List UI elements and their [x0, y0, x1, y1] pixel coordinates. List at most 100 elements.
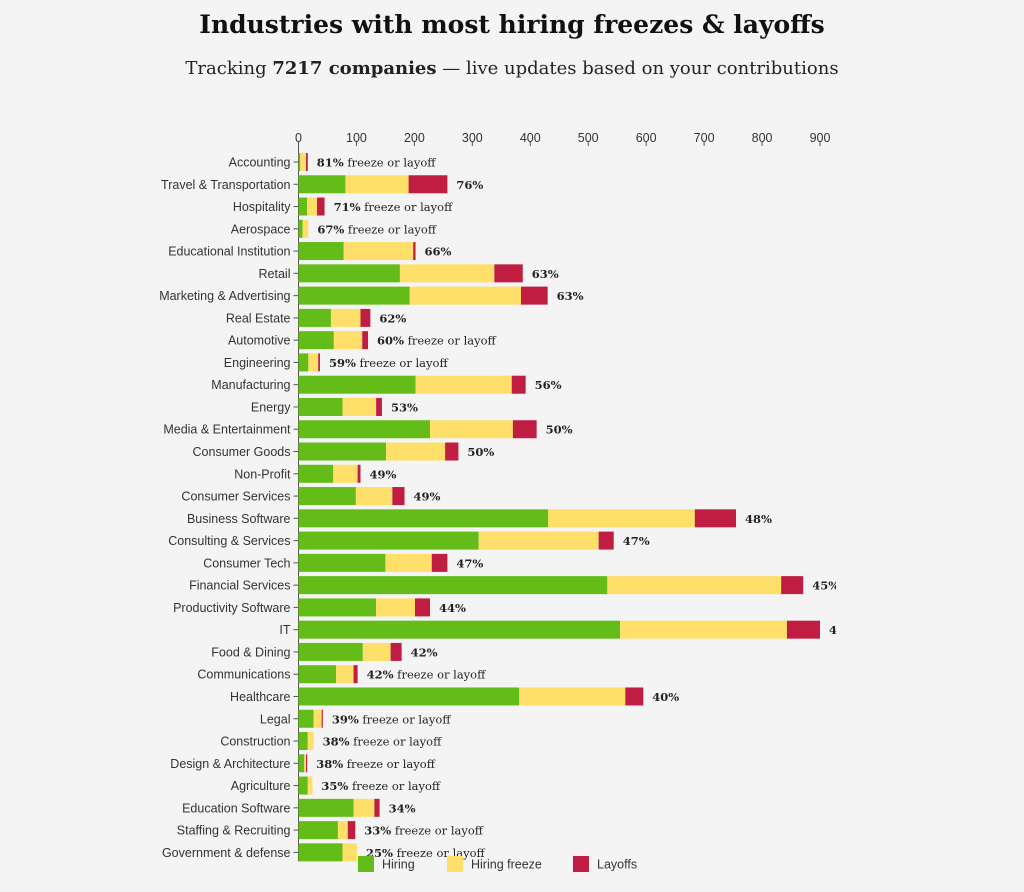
data-label: 76% [456, 178, 483, 192]
category-label: Design & Architecture [170, 757, 290, 771]
data-label: 38% freeze or layoff [316, 757, 436, 771]
bar-layoffs [306, 153, 308, 171]
x-tick-label: 600 [636, 131, 657, 145]
data-label: 40% [652, 690, 679, 704]
bar-layoffs [625, 687, 644, 706]
legend-label: Hiring [382, 858, 415, 872]
data-label: 71% freeze or layoff [334, 200, 454, 214]
category-label: Business Software [187, 512, 291, 526]
bar-hiring [298, 843, 343, 862]
bar-layoffs [431, 553, 448, 572]
category-label: Financial Services [189, 579, 290, 593]
bar-hiring [298, 242, 344, 261]
category-label: Travel & Transportation [161, 178, 291, 192]
category-label: Real Estate [226, 311, 291, 325]
bar-hiring [298, 286, 410, 305]
x-tick-label: 500 [578, 131, 599, 145]
category-label: Accounting [229, 156, 291, 170]
bar-hiring [298, 397, 343, 416]
bar-hiring [298, 509, 549, 528]
category-label: Energy [251, 400, 291, 414]
bar-hiring [298, 442, 386, 461]
bar-hiring-freeze [355, 487, 393, 506]
bar-hiring [298, 665, 337, 684]
data-label: 47% [623, 534, 650, 548]
x-tick-label: 400 [520, 131, 541, 145]
data-label: 44% [439, 601, 466, 615]
category-label: Manufacturing [211, 378, 290, 392]
bar-layoffs [414, 598, 431, 617]
data-label: 45% [812, 579, 839, 593]
bar-layoffs [360, 308, 371, 327]
bar-layoffs [413, 242, 416, 261]
bar-hiring-freeze [385, 442, 446, 461]
x-tick-label: 200 [404, 131, 425, 145]
bar-hiring-freeze [409, 286, 522, 305]
bar-hiring [298, 776, 308, 795]
x-tick-label: 700 [694, 131, 715, 145]
category-label: Construction [220, 735, 290, 749]
bar-hiring [298, 754, 305, 773]
bar-hiring-freeze [313, 709, 322, 728]
data-label: 48% [745, 512, 772, 526]
category-label: Agriculture [231, 779, 291, 793]
legend-label: Layoffs [597, 858, 637, 872]
bar-hiring-freeze [607, 576, 782, 595]
category-label: Staffing & Recruiting [177, 824, 291, 838]
bar-layoffs [511, 375, 526, 394]
data-label: 60% freeze or layoff [377, 334, 497, 348]
data-label: 47% [456, 556, 483, 570]
bar-layoffs [781, 576, 804, 595]
bar-hiring-freeze [336, 665, 354, 684]
bar-hiring-freeze [308, 353, 319, 372]
data-label: 63% [532, 267, 559, 281]
subtitle-prefix: Tracking [185, 58, 273, 79]
bar-layoffs [353, 665, 358, 684]
category-label: Media & Entertainment [163, 423, 291, 437]
bar-hiring-freeze [330, 308, 361, 327]
bar-hiring-freeze [307, 197, 318, 216]
bar-hiring [298, 598, 377, 617]
bar-hiring-freeze [342, 397, 377, 416]
category-label: Productivity Software [173, 601, 290, 615]
bar-hiring [298, 687, 520, 706]
bar-layoffs [445, 442, 459, 461]
category-label: Hospitality [233, 200, 291, 214]
legend-swatch [573, 856, 589, 872]
category-label: Food & Dining [211, 645, 290, 659]
bar-hiring-freeze [415, 375, 512, 394]
data-label: 63% [557, 289, 584, 303]
data-label: 38% freeze or layoff [323, 735, 443, 749]
data-label: 50% [467, 445, 494, 459]
category-label: IT [279, 623, 290, 637]
data-label: 67% freeze or layoff [317, 222, 437, 236]
bar-hiring [298, 264, 400, 283]
bar-hiring-freeze [353, 798, 375, 817]
bar-layoffs [306, 754, 308, 773]
bar-layoffs [362, 331, 369, 350]
bar-hiring [298, 642, 363, 661]
bar-layoffs [347, 821, 356, 840]
category-label: Non-Profit [234, 467, 291, 481]
category-label: Government & defense [162, 846, 291, 860]
bar-hiring-freeze [343, 242, 414, 261]
bar-hiring-freeze [307, 732, 314, 751]
bar-hiring-freeze [307, 776, 313, 795]
bar-hiring [298, 331, 334, 350]
bar-hiring [298, 308, 331, 327]
bar-hiring-freeze [300, 153, 307, 171]
x-tick-label: 300 [462, 131, 483, 145]
bar-hiring-freeze [304, 754, 307, 773]
bar-hiring-freeze [478, 531, 599, 550]
category-label: Aerospace [231, 222, 291, 236]
bar-layoffs [321, 709, 323, 728]
category-label: Automotive [228, 334, 291, 348]
data-label: 59% freeze or layoff [329, 356, 449, 370]
data-label: 39% freeze or layoff [332, 712, 452, 726]
bar-layoffs [376, 397, 382, 416]
bar-hiring [298, 464, 334, 483]
bar-hiring [298, 576, 608, 595]
bar-hiring [298, 531, 479, 550]
bar-hiring-freeze [362, 642, 391, 661]
bar-layoffs [598, 531, 614, 550]
